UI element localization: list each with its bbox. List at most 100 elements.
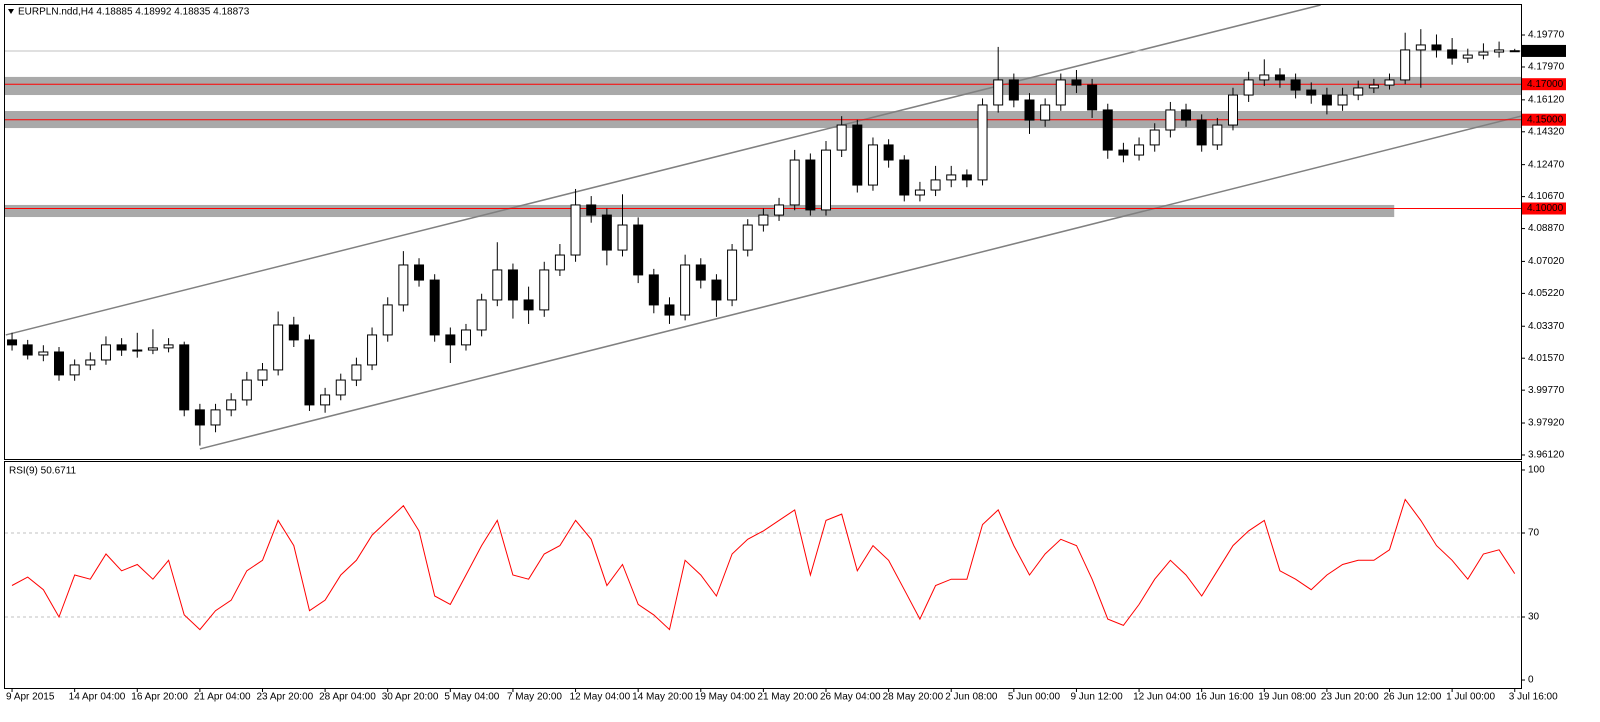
y-tick-label: 0 [1528, 675, 1534, 686]
trend-line [199, 114, 1526, 450]
candle-body [1290, 79, 1301, 91]
x-tick-label: 23 Apr 20:00 [256, 692, 313, 703]
candle-body [320, 394, 331, 406]
candle-body [946, 174, 957, 181]
level-label: 4.15000 [1527, 114, 1564, 125]
x-tick-label: 5 May 04:00 [444, 692, 499, 703]
candle-body [680, 264, 691, 316]
candle-body [1071, 79, 1082, 86]
candle-body [648, 274, 659, 306]
y-tick-label: 3.96120 [1528, 450, 1565, 461]
y-tick-label: 4.07020 [1528, 256, 1565, 267]
candle-body [132, 349, 143, 352]
candle-body [1243, 79, 1254, 96]
level-label: 4.17000 [1527, 79, 1564, 90]
candle-body [460, 329, 471, 346]
candle-body [852, 124, 863, 186]
candle-body [69, 364, 80, 376]
candle-body [85, 359, 96, 366]
candle-body [335, 379, 346, 396]
x-tick-label: 7 May 20:00 [507, 692, 562, 703]
x-tick-label: 12 May 04:00 [570, 692, 631, 703]
last-price-label: 4.18873 [1527, 46, 1564, 57]
level-label: 4.10000 [1527, 203, 1564, 214]
y-tick-label: 4.16120 [1528, 94, 1565, 105]
candle-body [633, 224, 644, 276]
candle-body [539, 269, 550, 311]
candle-body [789, 159, 800, 206]
y-tick-label: 3.99770 [1528, 385, 1565, 396]
menu-triangle[interactable] [8, 9, 14, 14]
x-tick-label: 30 Apr 20:00 [382, 692, 439, 703]
candle-body [758, 214, 769, 226]
candle-body [445, 334, 456, 346]
y-tick-label: 70 [1528, 528, 1540, 539]
candle-body [38, 351, 49, 356]
candle-body [351, 364, 362, 381]
candle-body [288, 324, 299, 341]
candle-body [147, 347, 158, 351]
y-tick-label: 4.01570 [1528, 353, 1565, 364]
x-tick-label: 19 Jun 08:00 [1258, 692, 1316, 703]
candle-body [961, 174, 972, 181]
y-tick-label: 4.17970 [1528, 62, 1565, 73]
candle-body [1274, 74, 1285, 81]
candle-body [382, 304, 393, 336]
x-tick-label: 14 Apr 04:00 [69, 692, 126, 703]
candle-body [1447, 49, 1458, 59]
candle-body [1353, 87, 1364, 96]
candle-body [1149, 129, 1160, 146]
candle-body [601, 214, 612, 251]
last-price-box [1522, 44, 1566, 57]
candle-body [476, 299, 487, 331]
candle-body [1181, 109, 1192, 121]
x-tick-label: 16 Apr 20:00 [131, 692, 188, 703]
candle-body [163, 344, 174, 349]
x-tick-label: 1 Jul 00:00 [1446, 692, 1495, 703]
candle-body [1337, 94, 1348, 106]
candle-body [867, 144, 878, 186]
candle-body [414, 264, 425, 281]
x-tick-label: 12 Jun 04:00 [1133, 692, 1191, 703]
candle-body [398, 264, 409, 306]
y-tick-label: 4.19770 [1528, 30, 1565, 41]
candle-body [1134, 144, 1145, 156]
indicator-title: RSI(9) 50.6711 [9, 466, 77, 477]
candle-body [1165, 109, 1176, 131]
y-tick-label: 30 [1528, 612, 1540, 623]
candle-body [1478, 51, 1489, 56]
x-tick-label: 26 Jun 12:00 [1384, 692, 1442, 703]
candle-body [1415, 44, 1426, 51]
y-tick-label: 4.10670 [1528, 191, 1565, 202]
candle-body [1259, 74, 1270, 81]
candle-body [977, 104, 988, 181]
candle-body [116, 344, 127, 351]
candle-body [492, 269, 503, 301]
x-tick-label: 19 May 04:00 [695, 692, 756, 703]
x-tick-label: 16 Jun 16:00 [1196, 692, 1254, 703]
level-label-box [1522, 113, 1566, 126]
candle-body [930, 179, 941, 191]
candle-body [993, 79, 1004, 106]
x-tick-label: 21 Apr 04:00 [194, 692, 251, 703]
candle-body [273, 324, 284, 371]
candle-body [257, 369, 268, 381]
candle-body [899, 159, 910, 196]
candle-body [1494, 49, 1505, 53]
candle-body [507, 269, 518, 301]
rsi-line [11, 498, 1516, 631]
candle-body [742, 224, 753, 251]
candle-body [304, 339, 315, 406]
x-tick-label: 14 May 20:00 [632, 692, 693, 703]
candle-body [554, 254, 565, 271]
candle-body [1384, 79, 1395, 86]
price-pane-frame [4, 4, 1522, 460]
candle-body [1055, 79, 1066, 106]
candle-body [1431, 44, 1442, 51]
trend-line [5, 4, 1321, 336]
candle-body [429, 279, 440, 336]
y-tick-label: 4.14320 [1528, 126, 1565, 137]
candle-body [570, 204, 581, 256]
